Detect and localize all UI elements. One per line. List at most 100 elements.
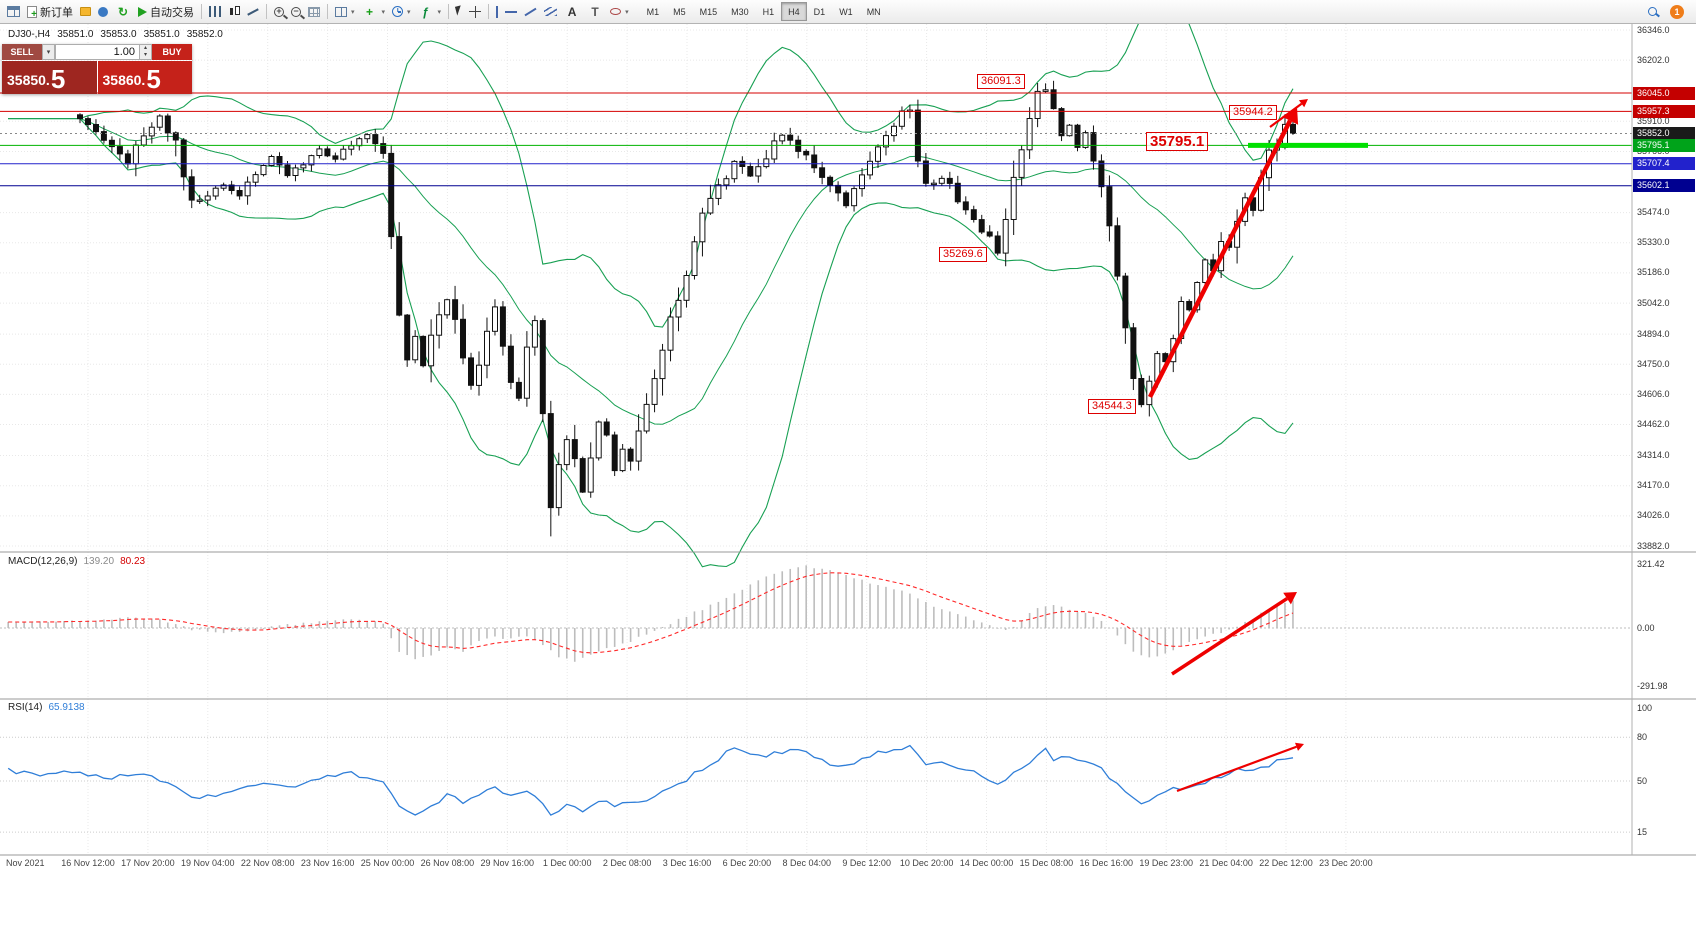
bar-chart-icon	[209, 6, 221, 17]
trade-panel-controls-row: SELL 1.00 ▴▾ BUY	[2, 44, 192, 60]
dropdown-caret-icon[interactable]: ▾	[351, 8, 355, 16]
horizontal-line-icon	[505, 10, 518, 13]
price-annotation: 35795.1	[1146, 132, 1209, 151]
one-click-trade-panel: SELL 1.00 ▴▾ BUY 35850.5 35860.5	[2, 44, 192, 94]
timeframe-button-m1[interactable]: M1	[646, 6, 660, 17]
time-axis-label: 26 Nov 08:00	[420, 858, 475, 868]
toolbar-separator	[448, 4, 450, 19]
price-scale-label: 36346.0	[1637, 24, 1670, 35]
rsi-scale-label: 80	[1637, 731, 1648, 742]
candlestick-chart-icon[interactable]	[225, 2, 243, 22]
text-tool-icon[interactable]: A	[561, 2, 583, 22]
price-tag: 35957.3	[1633, 104, 1695, 118]
timeframe-button-mn[interactable]: MN	[866, 6, 881, 17]
vertical-line-icon[interactable]	[493, 2, 501, 22]
buy-price-big-digit: 5	[146, 64, 161, 94]
dropdown-caret-icon[interactable]: ▾	[407, 8, 411, 16]
time-axis-label: 1 Dec 00:00	[542, 858, 592, 868]
indicators-icon[interactable]: ƒ ▾	[415, 2, 445, 22]
price-scale-label: 34606.0	[1637, 388, 1670, 399]
crosshair-icon[interactable]	[466, 2, 484, 22]
sell-price-big-digit: 5	[50, 64, 66, 94]
trendline-icon[interactable]	[521, 2, 540, 22]
grid-icon[interactable]	[305, 2, 323, 22]
sell-price-display[interactable]: 35850. 5	[2, 61, 97, 94]
time-axis-label: 9 Dec 12:00	[842, 858, 891, 868]
timeframe-button-m15[interactable]: M15	[699, 6, 718, 17]
periodicity-icon[interactable]: ▾	[389, 2, 414, 22]
zoom-out-icon[interactable]	[288, 2, 304, 22]
horizontal-line-icon[interactable]	[502, 2, 520, 22]
chart-canvas[interactable]	[0, 24, 1696, 946]
new-chart-icon[interactable]: + ▾	[359, 2, 389, 22]
toolbar-separator	[327, 4, 328, 19]
text-tool-icon: A	[567, 4, 577, 19]
dropdown-caret-icon[interactable]: ▾	[437, 8, 442, 16]
dropdown-caret-icon[interactable]: ▾	[381, 8, 386, 16]
charts-window-icon[interactable]	[4, 2, 23, 22]
timeframe-button-w1[interactable]: W1	[839, 6, 853, 17]
chart-close-value: 35852.0	[186, 29, 223, 40]
timeframe-button-h4[interactable]: H4	[781, 2, 807, 21]
macd-indicator-header: MACD(12,26,9) 139.20 80.23	[8, 556, 145, 567]
notifications-badge[interactable]: 1	[1670, 4, 1684, 19]
line-chart-icon[interactable]	[244, 2, 262, 22]
volume-stepper[interactable]: ▴ ▾	[140, 44, 152, 60]
autotrading-status-icon[interactable]: ↻	[112, 2, 134, 22]
zoom-in-icon[interactable]	[271, 2, 287, 22]
cursor-icon[interactable]	[453, 2, 465, 22]
chart-low-value: 35851.0	[143, 29, 180, 40]
line-chart-icon	[247, 7, 259, 16]
time-axis-label: 19 Nov 04:00	[181, 858, 235, 868]
equidistant-channel-icon[interactable]	[541, 2, 560, 22]
new-order-button[interactable]: 新订单	[24, 2, 76, 22]
macd-scale-label: -291.98	[1637, 680, 1668, 691]
community-icon[interactable]	[95, 2, 111, 22]
price-scale-label: 35330.0	[1637, 237, 1670, 248]
bar-chart-icon[interactable]	[206, 2, 224, 22]
buy-button[interactable]: BUY	[152, 44, 192, 60]
toolbar-buttons-group: 新订单↻自动交易▾+▾▾ƒ▾AT▾	[4, 2, 632, 22]
time-axis-label: 25 Nov 00:00	[360, 858, 415, 868]
dropdown-caret-icon[interactable]: ▾	[625, 8, 629, 16]
rsi-scale-label: 50	[1637, 775, 1648, 786]
chart-high-value: 35853.0	[100, 29, 137, 40]
order-type-dropdown[interactable]	[42, 44, 55, 60]
new-order-button-label: 新订单	[40, 6, 73, 19]
price-annotation: 36091.3	[977, 74, 1025, 89]
periodicity-icon	[392, 6, 404, 17]
price-scale-label: 35910.0	[1637, 115, 1670, 126]
label-tool-icon[interactable]: T	[584, 2, 606, 22]
time-axis-label: 6 Dec 20:00	[722, 858, 772, 868]
chart-ohlc-header: DJ30-,H4 35851.0 35853.0 35851.0 35852.0	[8, 29, 223, 40]
macd-signal-value: 80.23	[120, 556, 146, 567]
price-scale-label: 34170.0	[1637, 480, 1670, 491]
community-icon	[98, 6, 108, 17]
time-axis-label: 23 Dec 20:00	[1319, 858, 1373, 868]
tile-windows-icon[interactable]: ▾	[332, 2, 358, 22]
buy-price-display[interactable]: 35860. 5	[97, 61, 192, 94]
shapes-icon[interactable]: ▾	[607, 2, 632, 22]
stepper-up-icon[interactable]: ▴	[143, 45, 147, 51]
time-axis-label: 22 Dec 12:00	[1259, 858, 1313, 868]
time-axis-label: 3 Dec 16:00	[662, 858, 712, 868]
crosshair-icon	[469, 5, 482, 18]
rsi-indicator-header: RSI(14) 65.9138	[8, 702, 85, 713]
indicators-icon: ƒ	[422, 4, 429, 19]
stepper-down-icon[interactable]: ▾	[143, 52, 147, 58]
timeframe-button-d1[interactable]: D1	[813, 6, 826, 17]
search-button[interactable]	[1645, 2, 1660, 22]
rsi-scale-label: 15	[1637, 826, 1648, 837]
timeframe-button-h1[interactable]: H1	[762, 6, 775, 17]
market-icon[interactable]	[77, 2, 94, 22]
time-axis-label: 2 Dec 08:00	[602, 858, 652, 868]
algo-trading-button[interactable]: 自动交易	[135, 2, 197, 22]
toolbar-right-group: 1	[1645, 2, 1692, 22]
timeframe-button-m30[interactable]: M30	[731, 6, 749, 17]
search-icon	[1648, 7, 1657, 16]
timeframe-button-m5[interactable]: M5	[673, 6, 686, 17]
volume-input[interactable]: 1.00	[55, 44, 140, 60]
sell-button[interactable]: SELL	[2, 44, 42, 60]
price-scale-label: 35186.0	[1637, 267, 1670, 278]
